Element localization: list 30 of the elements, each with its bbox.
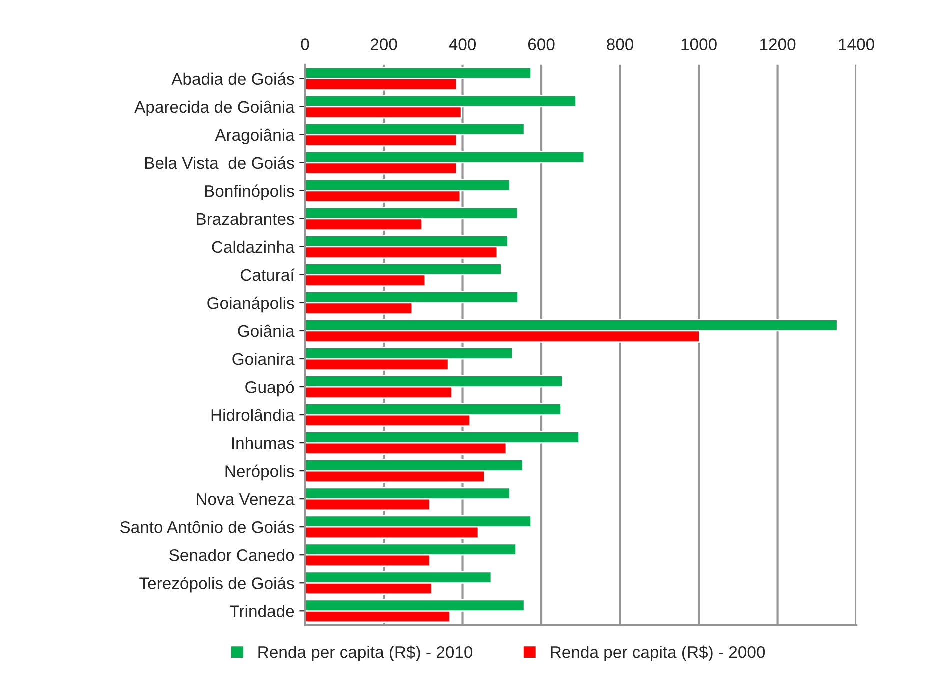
y-tick-label: Abadia de Goiás [172, 72, 294, 86]
legend-label: Renda per capita (R$) - 2010 [258, 646, 473, 662]
y-tick-label: Guapó [246, 380, 294, 397]
y-tick-label: Goianápolis [208, 296, 294, 313]
y-tick-label: Bonfinópolis [205, 184, 294, 201]
y-tick-label: Goiânia [238, 324, 295, 338]
x-tick-label: 1400 [839, 38, 874, 50]
x-tick-label: 600 [528, 38, 555, 50]
y-tick-label: Santo Antônio de Goiás [120, 520, 294, 534]
y-tick-label: Nova Veneza [197, 494, 295, 506]
y-tick-label: Aragoiânia [215, 128, 295, 144]
x-tick-label: 1200 [760, 38, 796, 50]
x-tick-label: 800 [607, 38, 634, 50]
y-tick-label: Bela Vista de Goiás [145, 156, 294, 170]
y-tick-label: Goianira [232, 352, 295, 366]
x-tick-label: 1000 [682, 38, 717, 50]
y-tick-label: Trindade [230, 605, 294, 618]
x-tick-label: 400 [449, 38, 476, 50]
y-tick-label: Hidrolândia [212, 408, 295, 422]
x-tick-label: 200 [370, 38, 398, 50]
y-tick-label: Terezópolis de Goiás [140, 576, 294, 593]
y-tick-label: Senador Canedo [170, 549, 294, 562]
x-tick-label: 0 [301, 38, 310, 50]
y-tick-label: Brazabrantes [197, 212, 294, 226]
y-tick-label: Caturaí [241, 268, 295, 282]
y-tick-label: Inhumas [232, 437, 294, 450]
y-tick-label: Caldazinha [212, 240, 295, 254]
legend-label: Renda per capita (R$) - 2000 [551, 646, 766, 662]
y-tick-label: Aparecida de Goiânia [134, 100, 295, 116]
y-tick-label: Nerópolis [226, 464, 294, 481]
